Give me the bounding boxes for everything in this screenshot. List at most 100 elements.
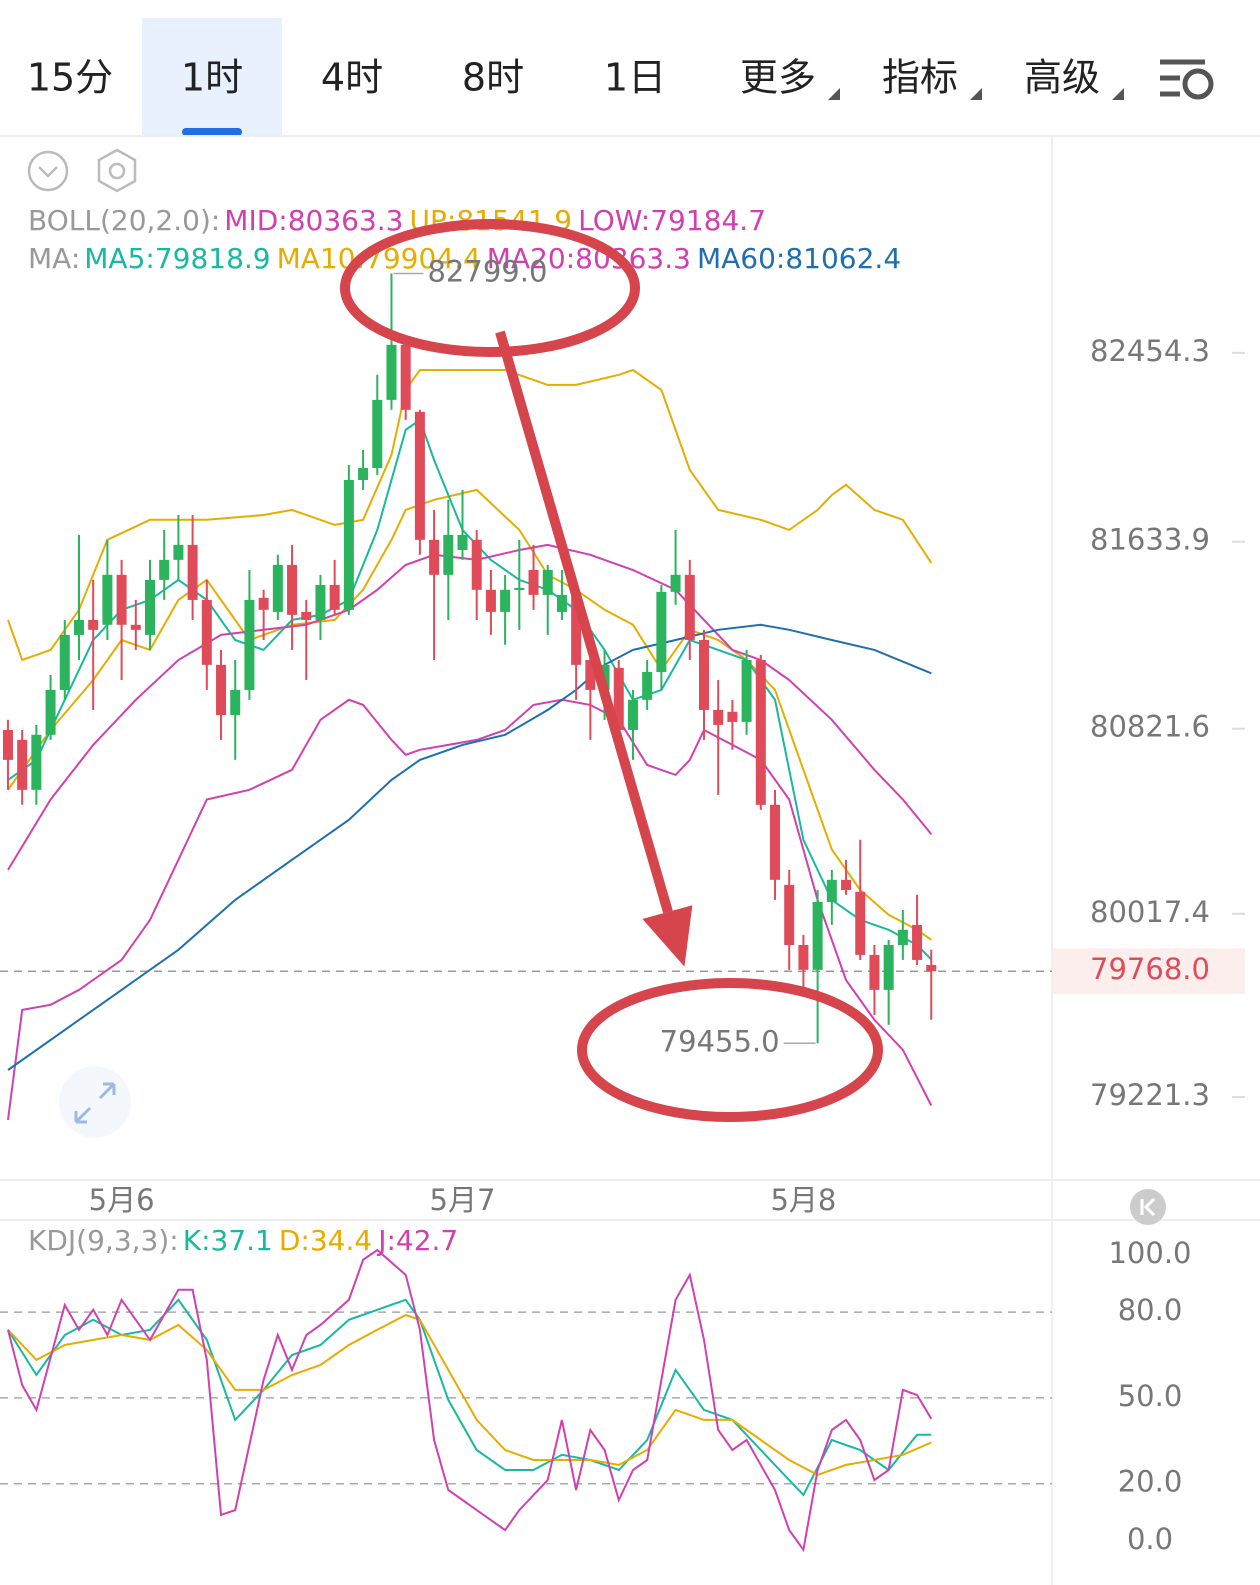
legend-label: MA: xyxy=(28,242,80,275)
candle-body xyxy=(45,689,56,735)
tab[interactable]: 4时 xyxy=(321,56,383,100)
legend-row: BOLL(20,2.0): MID:80363.3 UP:81541.9 LOW:79… xyxy=(28,204,766,237)
dropdown-caret xyxy=(1112,88,1124,100)
last-price-box xyxy=(1053,948,1245,995)
y-tick-label: 80821.6 xyxy=(1090,710,1210,744)
tab-label: 1日 xyxy=(604,56,666,100)
candle-body xyxy=(670,574,681,592)
candle-body xyxy=(855,891,866,955)
candle-body xyxy=(443,535,454,575)
tab[interactable]: 8时 xyxy=(462,56,524,100)
candle-body xyxy=(514,587,525,590)
annotation-label: 79455.0 xyxy=(660,1024,780,1058)
circle-low xyxy=(577,978,883,1122)
candle-body xyxy=(272,564,283,612)
candle-body xyxy=(826,879,837,902)
candle-body xyxy=(741,660,752,722)
y-tick-label: 80.0 xyxy=(1118,1293,1183,1327)
candle-body xyxy=(59,634,70,690)
tab[interactable]: 15分 xyxy=(27,56,113,100)
candle-body xyxy=(926,965,937,972)
legend-item: D:34.4 xyxy=(279,1224,372,1257)
overlay-line xyxy=(7,488,932,941)
candle-body xyxy=(571,594,582,665)
candle-body xyxy=(358,468,369,480)
candle-body xyxy=(528,569,539,595)
candle-body xyxy=(414,411,425,540)
tab[interactable]: 高级 xyxy=(1024,56,1124,101)
down-arrow-shaft xyxy=(495,330,673,914)
y-tick-label: 80017.4 xyxy=(1090,895,1210,929)
y-tick-label: 82454.3 xyxy=(1090,334,1210,368)
x-tick-label: 5月8 xyxy=(770,1183,836,1217)
candle-body xyxy=(713,709,724,725)
kdj-legend: KDJ(9,3,3): K:37.1 D:34.4 J:42.7 xyxy=(28,1224,458,1257)
candle-body xyxy=(642,671,653,700)
candle-body xyxy=(500,589,511,612)
down-arrow-head xyxy=(642,905,693,967)
candle-body xyxy=(627,699,638,730)
dropdown-caret xyxy=(828,88,840,100)
candle-body xyxy=(159,559,170,580)
tab[interactable]: 1时 xyxy=(142,18,282,136)
timeframe-bar: 15分 1时 4时 8时 1日 更多 指标 高级 xyxy=(27,18,1124,136)
candle-body xyxy=(130,624,141,630)
candle-body xyxy=(727,711,738,722)
y-tick-label: 0.0 xyxy=(1127,1522,1173,1556)
y-tick-label: 81633.9 xyxy=(1090,523,1210,557)
candle-body xyxy=(812,901,823,970)
candle-body xyxy=(841,879,852,890)
candle-body xyxy=(798,944,809,970)
candle-body xyxy=(585,660,596,690)
tab[interactable]: 1日 xyxy=(604,56,666,100)
candle-body xyxy=(258,597,269,610)
overlay-line xyxy=(7,543,933,871)
candle-body xyxy=(400,344,411,410)
candle-body xyxy=(897,929,908,945)
candle-body xyxy=(230,689,241,716)
candle-body xyxy=(301,611,312,620)
legend-item: J:42.7 xyxy=(376,1224,458,1257)
candle-body xyxy=(429,539,440,575)
expand-button[interactable] xyxy=(59,1066,131,1138)
scroll-latest-icon xyxy=(1140,1197,1156,1217)
legend-label: KDJ(9,3,3): xyxy=(28,1224,179,1257)
tab[interactable]: 指标 xyxy=(882,56,982,101)
candle-body xyxy=(329,584,340,610)
dropdown-caret xyxy=(970,88,982,100)
candle-body xyxy=(145,579,156,635)
candle-body xyxy=(287,564,298,615)
indicator-settings-icon[interactable] xyxy=(97,148,137,193)
tab-highlight xyxy=(142,18,282,136)
settings-icon[interactable] xyxy=(1160,59,1214,100)
candle-body xyxy=(386,344,397,400)
candle-body xyxy=(556,594,567,612)
annotation-label: 82799.0 xyxy=(427,255,547,289)
y-tick-label: 50.0 xyxy=(1118,1379,1183,1413)
candle-body xyxy=(784,884,795,945)
tab-label: 8时 xyxy=(462,56,524,100)
tab-underline xyxy=(182,128,242,136)
candle-body xyxy=(315,584,326,620)
drawn-annotations xyxy=(340,219,883,1122)
tab[interactable]: 更多 xyxy=(740,56,840,101)
tab-label: 15分 xyxy=(27,56,113,100)
tab-label: 更多 xyxy=(740,56,816,100)
overlay-line xyxy=(7,698,933,1121)
collapse-icon[interactable] xyxy=(27,150,69,192)
icon-gear xyxy=(1182,68,1214,100)
candle-body xyxy=(17,739,28,790)
legend-item: MA60:81062.4 xyxy=(697,242,901,275)
last-price-label: 79768.0 xyxy=(1090,952,1210,986)
candle-body xyxy=(88,619,99,630)
kdj-chart: 100.0 80.0 50.0 20.0 0.0 KDJ(9,3,3): K:37.1 D:3… xyxy=(0,1224,1192,1556)
candle-body xyxy=(343,479,354,610)
tab-label: 1时 xyxy=(181,56,243,100)
overlay-line xyxy=(7,623,932,1071)
candle-body xyxy=(755,660,766,805)
candle-body xyxy=(173,544,184,560)
circle-high xyxy=(340,219,640,357)
tab-label: 4时 xyxy=(321,56,383,100)
kdj-line xyxy=(7,1313,932,1476)
legend-item: MA5:79818.9 xyxy=(84,242,270,275)
